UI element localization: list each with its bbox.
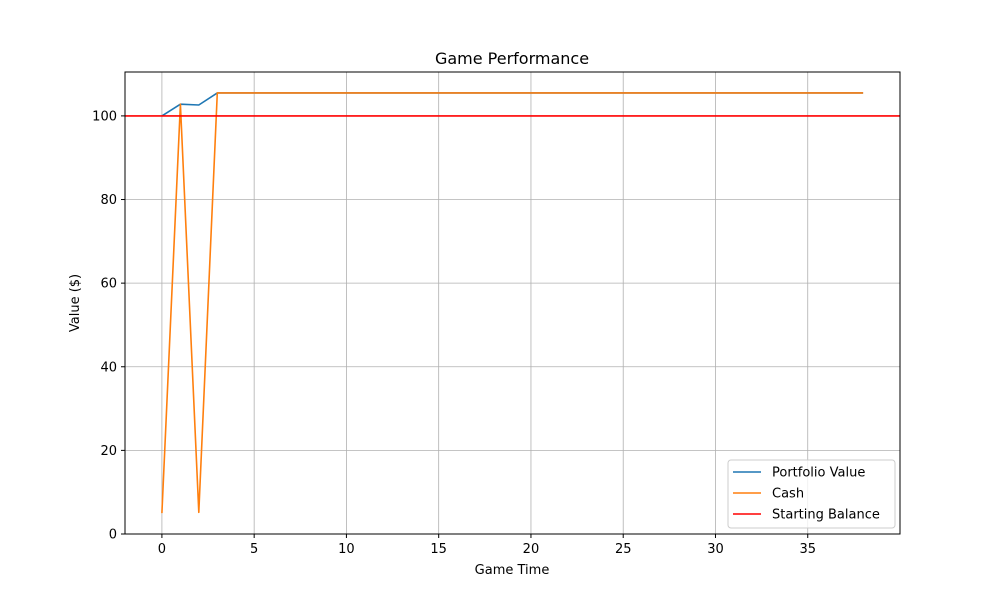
chart-title: Game Performance <box>435 49 589 68</box>
plot-frame <box>124 71 901 535</box>
y-tick-label: 80 <box>100 193 117 208</box>
x-tick-label: 20 <box>523 542 540 557</box>
plot-lines <box>125 92 900 514</box>
legend-label: Cash <box>772 487 804 502</box>
x-tick-label: 10 <box>338 542 355 557</box>
y-tick-label: 100 <box>92 109 117 124</box>
series-line-portfolio-value <box>161 92 864 117</box>
y-tick-label: 20 <box>100 444 117 459</box>
x-tick-label: 30 <box>707 542 724 557</box>
x-axis-label: Game Time <box>475 563 550 578</box>
x-tick-label: 25 <box>615 542 632 557</box>
legend: Portfolio Value Cash Starting Balance <box>727 459 896 529</box>
x-tick-label: 15 <box>430 542 447 557</box>
y-tick-label: 60 <box>100 277 117 292</box>
y-axis-label: Value ($) <box>68 274 83 332</box>
axis-ticks: 0 5 10 15 20 25 30 35 0 20 40 60 80 100 <box>92 109 816 557</box>
x-tick-label: 5 <box>250 542 258 557</box>
legend-label: Portfolio Value <box>772 466 865 481</box>
legend-box <box>727 459 896 529</box>
series-line-cash <box>161 92 864 514</box>
legend-label: Starting Balance <box>772 508 880 523</box>
x-tick-label: 0 <box>158 542 166 557</box>
x-tick-label: 35 <box>799 542 816 557</box>
y-tick-label: 0 <box>109 528 117 543</box>
y-tick-label: 40 <box>100 360 117 375</box>
